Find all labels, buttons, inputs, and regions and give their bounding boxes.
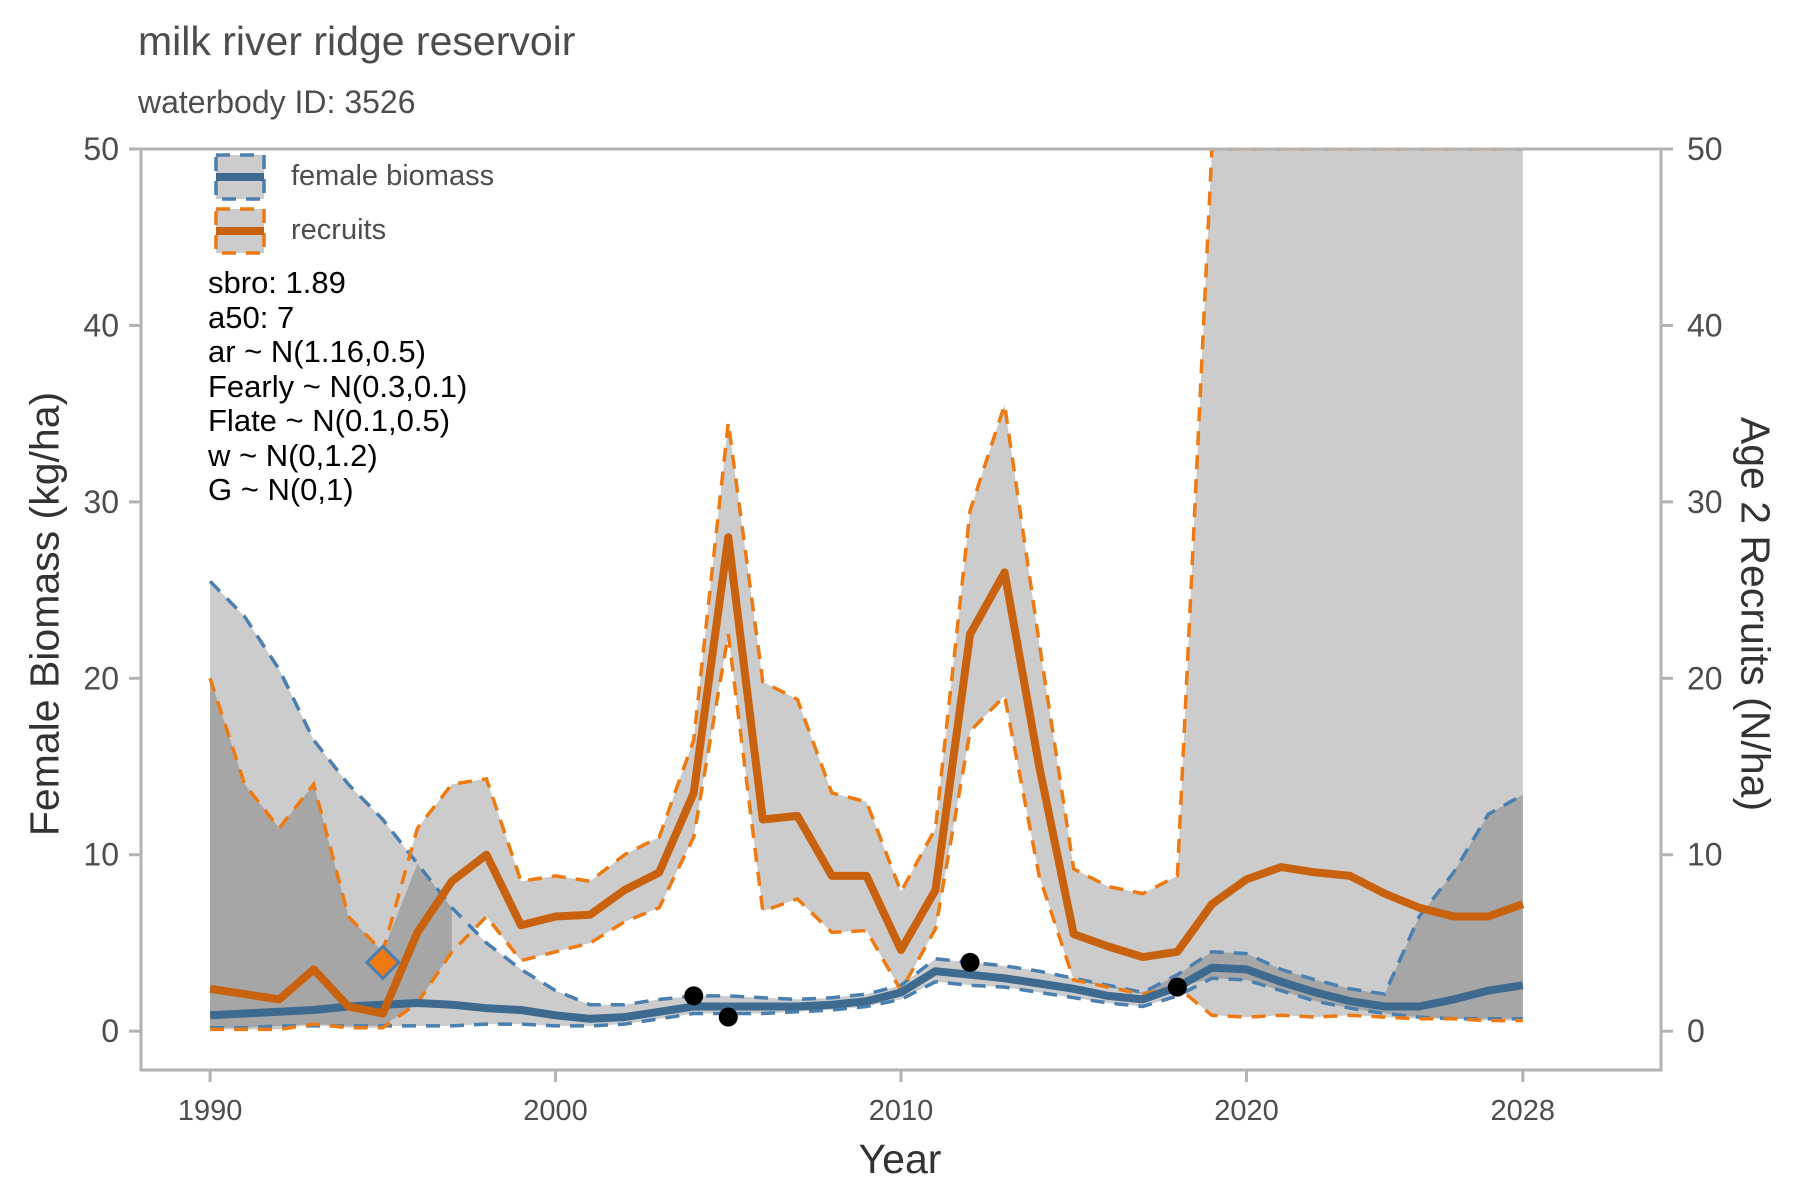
y-tick-label-50: 50 [83, 131, 119, 167]
recruits-upper-bound [208, 149, 1523, 956]
chart-title: milk river ridge reservoir [138, 18, 576, 64]
y-axis-left-label: Female Biomass (kg/ha) [21, 391, 68, 837]
x-axis: 1990 2000 2010 2020 2028 [178, 1071, 1555, 1127]
recruits-median-line [209, 533, 1525, 1018]
x-tick-label-2000: 2000 [523, 1095, 588, 1127]
y2-tick-label-0: 0 [1687, 1013, 1705, 1049]
param-fearly: Fearly ~ N(0.3,0.1) [208, 368, 468, 404]
y-tick-label-10: 10 [83, 837, 119, 873]
biomass-lower-bound [210, 976, 1523, 1030]
y-axis-right: 0 10 20 30 40 50 [1662, 131, 1723, 1049]
median-lines [209, 533, 1525, 1023]
recruits-lower-bound [210, 633, 1523, 1032]
plot-panel-border [139, 147, 1663, 1072]
param-g: G ~ N(0,1) [208, 472, 354, 507]
legend-label-female-biomass: female biomass [291, 160, 495, 192]
param-w: w ~ N(0,1.2) [208, 437, 378, 473]
x-tick-label-2010: 2010 [869, 1095, 934, 1127]
parameter-annotations: sbro: 1.89 a50: 7 ar ~ N(1.16,0.5) Fearl… [208, 265, 468, 508]
biomass-median-line [209, 963, 1524, 1023]
y2-tick-label-30: 30 [1687, 484, 1723, 520]
biomass-upper-bound [208, 580, 1524, 1007]
y2-tick-label-40: 40 [1687, 307, 1723, 343]
ribbon-overlap-2 [1073, 794, 1523, 1019]
x-axis-label: Year [858, 1136, 942, 1182]
y-tick-label-40: 40 [83, 307, 119, 343]
observation-point-1 [718, 1007, 738, 1027]
param-ar: ar ~ N(1.16,0.5) [208, 334, 426, 369]
param-a50: a50: 7 [208, 299, 295, 335]
x-tick-label-1990: 1990 [178, 1095, 243, 1127]
recruits-ribbon [210, 149, 1523, 1030]
y-axis-left: 0 10 20 30 40 50 [83, 131, 140, 1049]
diamond-marker [364, 944, 401, 981]
observation-points [364, 944, 1187, 1027]
interval-dashed-lines [208, 149, 1524, 1032]
y-tick-label-30: 30 [83, 484, 119, 520]
chart-subtitle: waterbody ID: 3526 [138, 84, 416, 120]
observation-point-3 [1167, 977, 1187, 997]
observation-point-0 [684, 986, 704, 1006]
y-tick-label-0: 0 [101, 1013, 119, 1049]
y2-tick-label-20: 20 [1687, 660, 1723, 696]
legend-keys [214, 153, 266, 255]
y2-tick-label-50: 50 [1687, 131, 1723, 167]
x-tick-label-2028: 2028 [1491, 1095, 1556, 1127]
y-tick-label-20: 20 [83, 660, 119, 696]
param-flate: Flate ~ N(0.1,0.5) [208, 403, 451, 438]
legend-label-recruits: recruits [291, 214, 387, 246]
observation-point-2 [960, 952, 980, 972]
y2-tick-label-10: 10 [1687, 837, 1723, 873]
x-tick-label-2020: 2020 [1214, 1095, 1279, 1127]
y-axis-right-label: Age 2 Recruits (N/ha) [1732, 416, 1779, 812]
param-sbro: sbro: 1.89 [208, 265, 346, 300]
